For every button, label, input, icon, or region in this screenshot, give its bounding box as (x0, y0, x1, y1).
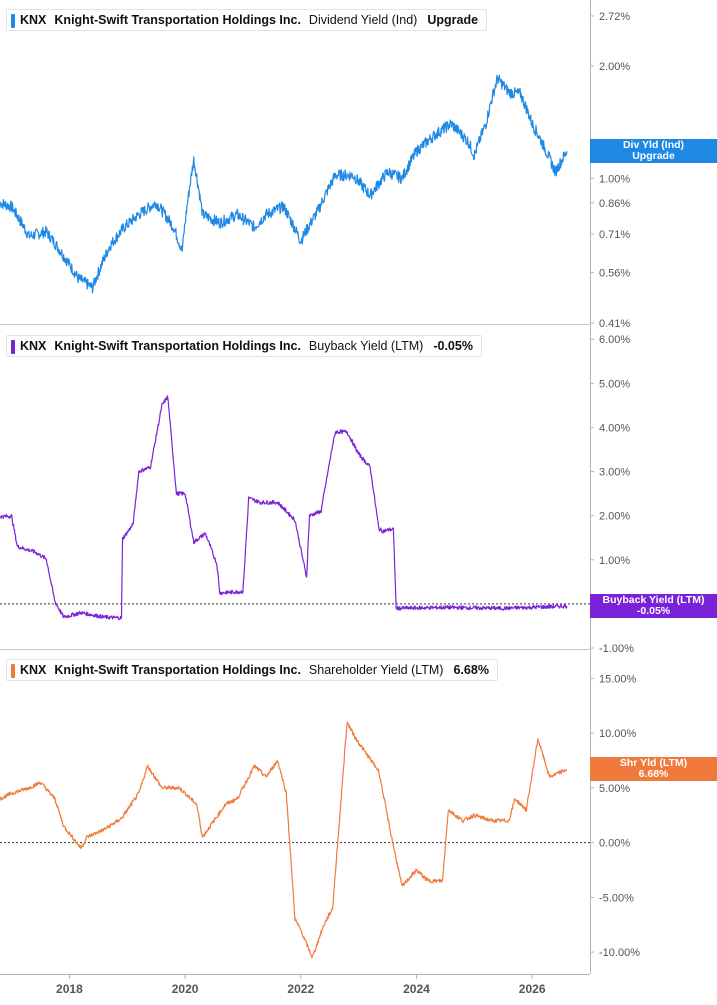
shareholder-yield-value-tag: Shr Yld (LTM) 6.68% (590, 757, 717, 782)
x-tick-label: 2020 (172, 982, 199, 996)
series-line (0, 74, 568, 294)
tag-value: Upgrade (632, 150, 675, 163)
y-tick-label: 15.00% (599, 673, 637, 685)
y-tick-label: 0.00% (599, 838, 630, 850)
tag-label: Buyback Yield (LTM) (602, 594, 705, 607)
legend-company: Knight-Swift Transportation Holdings Inc… (54, 339, 301, 353)
y-tick-label: 6.00% (599, 334, 630, 346)
legend-company: Knight-Swift Transportation Holdings Inc… (54, 13, 301, 27)
y-tick-label: 2.72% (599, 11, 630, 23)
legend-metric: Shareholder Yield (LTM) (308, 663, 444, 677)
x-tick-label: 2024 (403, 982, 430, 996)
legend-metric: Buyback Yield (LTM) (308, 339, 424, 353)
y-tick-label: 1.00% (599, 173, 630, 185)
y-tick-label: -10.00% (599, 947, 640, 959)
buyback-yield-swatch (11, 340, 15, 354)
dividend-yield-legend[interactable]: KNX Knight-Swift Transportation Holdings… (6, 9, 488, 31)
y-tick-label: 0.56% (599, 267, 630, 279)
buyback-yield-legend[interactable]: KNX Knight-Swift Transportation Holdings… (6, 335, 482, 357)
x-tick-label: 2026 (519, 982, 546, 996)
legend-ticker: KNX (20, 339, 47, 353)
tag-value: 6.68% (638, 768, 669, 781)
series-line (0, 721, 568, 959)
dividend-yield-value-tag: Div Yld (Ind) Upgrade (590, 139, 717, 164)
y-tick-label: 2.00% (599, 511, 630, 523)
legend-ticker: KNX (20, 13, 47, 27)
legend-value: -0.05% (433, 339, 473, 353)
legend-value: 6.68% (453, 663, 489, 677)
legend-value: Upgrade (427, 13, 479, 27)
y-tick-label: 4.00% (599, 422, 630, 434)
shareholder-yield-swatch (11, 664, 15, 678)
y-tick-label: -5.00% (599, 892, 634, 904)
legend-metric: Dividend Yield (Ind) (308, 13, 418, 27)
x-tick-label: 2018 (56, 982, 83, 996)
y-tick-label: -1.00% (599, 643, 634, 655)
shareholder-yield-legend[interactable]: KNX Knight-Swift Transportation Holdings… (6, 659, 498, 681)
y-tick-label: 10.00% (599, 728, 637, 740)
legend-company: Knight-Swift Transportation Holdings Inc… (54, 663, 301, 677)
dividend-yield-swatch (11, 14, 15, 28)
y-tick-label: 1.00% (599, 555, 630, 567)
tag-label: Shr Yld (LTM) (619, 757, 688, 770)
tag-value: -0.05% (636, 605, 671, 618)
y-tick-label: 2.00% (599, 61, 630, 73)
buyback-yield-value-tag: Buyback Yield (LTM) -0.05% (590, 594, 717, 619)
y-tick-label: 3.00% (599, 467, 630, 479)
x-tick-label: 2022 (287, 982, 314, 996)
tag-label: Div Yld (Ind) (622, 139, 685, 152)
series-line (0, 395, 568, 621)
legend-ticker: KNX (20, 663, 47, 677)
y-tick-label: 5.00% (599, 783, 630, 795)
y-tick-label: 5.00% (599, 378, 630, 390)
y-tick-label: 0.86% (599, 198, 630, 210)
y-tick-label: 0.71% (599, 229, 630, 241)
y-tick-label: 0.41% (599, 318, 630, 330)
